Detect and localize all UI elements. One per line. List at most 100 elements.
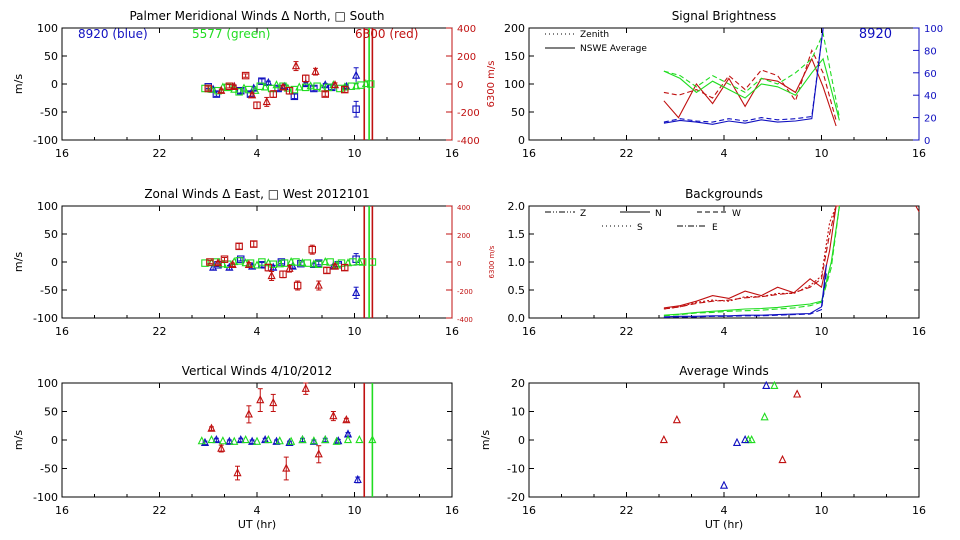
zonal-winds-point (352, 287, 361, 296)
average-winds-title: Average Winds (679, 364, 769, 378)
signal-brightness-right-tick-label: 80 (924, 46, 937, 57)
palmer-meridional-point (278, 82, 288, 91)
palmer-meridional-point (239, 83, 249, 92)
average-winds-x-tick-label: 16 (522, 504, 536, 517)
vertical-winds-y-tick-label: 100 (37, 377, 58, 390)
palmer-meridional-y-tick-label: 0 (51, 78, 58, 91)
backgrounds-legend-label: E (712, 223, 718, 233)
palmer-meridional-y-tick-label: -100 (33, 134, 58, 147)
vertical-winds-point (241, 434, 250, 444)
palmer-meridional-right-tick-label: 0 (457, 80, 463, 91)
zonal-winds-right-tick-label: 400 (457, 204, 470, 212)
zonal-winds-point (213, 258, 223, 267)
zonal-winds-y-label: m/s (12, 252, 25, 272)
palmer-meridional-point (340, 85, 349, 94)
zonal-winds-point (355, 256, 364, 266)
palmer-meridional-point (258, 77, 266, 85)
zonal-winds-x-tick-label: 10 (348, 325, 362, 338)
zonal-winds-point (340, 263, 349, 272)
zonal-winds-point (330, 261, 340, 270)
zonal-winds-point (201, 259, 209, 267)
zonal-winds-y-tick-label: -100 (33, 312, 58, 325)
backgrounds-legend-label: S (637, 223, 643, 233)
signal-brightness-legend-label: Zenith (580, 30, 609, 40)
backgrounds-x-tick-label: 16 (912, 325, 926, 338)
backgrounds-x-tick-label: 22 (620, 325, 634, 338)
vertical-winds-point (207, 423, 216, 432)
palmer-meridional-point (253, 101, 261, 110)
vertical-winds-series-6300 (207, 382, 351, 481)
zonal-winds-point (252, 260, 262, 269)
palmer-meridional-point (352, 70, 361, 79)
zonal-winds-point (206, 258, 214, 266)
signal-brightness-series-line (663, 48, 837, 121)
backgrounds-series-line (663, 205, 837, 310)
vertical-winds-point (332, 436, 341, 445)
signal-brightness-y-tick-label: 50 (511, 106, 525, 119)
zonal-winds-right-tick-label: -200 (457, 288, 473, 296)
vertical-winds-point (236, 434, 245, 444)
average-winds-y-tick-label: -10 (507, 463, 525, 476)
vertical-winds-point (197, 436, 206, 445)
zonal-winds-series-6300 (213, 258, 340, 291)
palmer-meridional-point (301, 78, 310, 88)
palmer-meridional-right-tick-label: -200 (457, 108, 480, 119)
palmer-meridional-x-tick-label: 10 (348, 147, 362, 160)
palmer-meridional-right-tick-label: 400 (457, 24, 476, 35)
vertical-winds-point (230, 436, 239, 445)
average-winds-series-6300 (659, 389, 802, 464)
backgrounds-series-line (663, 273, 827, 318)
average-winds-point (659, 434, 668, 444)
zonal-winds-point (244, 259, 253, 268)
vertical-winds-x-tick-label: 22 (153, 504, 167, 517)
average-winds-point (747, 434, 756, 444)
signal-brightness-y-tick-label: 200 (504, 22, 525, 35)
vertical-winds-x-tick-label: 16 (445, 504, 459, 517)
signal-brightness-series-line (663, 27, 824, 125)
vertical-winds-point (200, 437, 210, 447)
vertical-winds-point (207, 434, 216, 444)
vertical-winds-point (252, 436, 262, 445)
zonal-winds-series-6300 (206, 240, 349, 291)
zonal-winds-point (287, 256, 296, 266)
palmer-meridional-title: Palmer Meridional Winds Δ North, □ South (129, 9, 384, 23)
vertical-winds-point (217, 443, 226, 452)
backgrounds-x-tick-label: 16 (522, 325, 536, 338)
average-winds-point (732, 437, 742, 447)
signal-brightness-right-tick-label: 40 (924, 91, 937, 102)
backgrounds-x-tick-label: 4 (721, 325, 728, 338)
palmer-meridional-point (330, 80, 340, 89)
palmer-meridional-series-5577 (207, 78, 370, 94)
backgrounds-legend-label: Z (580, 209, 586, 219)
zonal-winds-title: Zonal Winds Δ East, □ West 2012101 (144, 187, 369, 201)
signal-brightness-right-tick-label: 0 (924, 136, 930, 147)
average-winds-point (741, 434, 750, 444)
vertical-winds-point (353, 474, 362, 484)
average-winds-point (762, 380, 771, 390)
palmer-meridional-point (248, 90, 257, 99)
palmer-meridional-point (301, 83, 310, 92)
palmer-meridional-point (269, 90, 277, 98)
palmer-meridional-right-tick-label: -400 (457, 136, 480, 147)
zonal-winds-point (220, 255, 229, 263)
zonal-winds-point (235, 242, 243, 251)
average-winds-x-tick-label: 4 (721, 504, 728, 517)
backgrounds-y-tick-label: 0.0 (508, 312, 526, 325)
average-winds-point (770, 380, 779, 390)
zonal-winds-point (309, 259, 318, 268)
vertical-winds-point (264, 434, 273, 444)
palmer-meridional-x-tick-label: 4 (254, 147, 261, 160)
vertical-winds-point (285, 437, 294, 447)
vertical-winds-point (282, 463, 291, 472)
backgrounds-legend-label: W (732, 209, 741, 219)
average-winds-y-tick-label: 20 (511, 377, 525, 390)
zonal-winds-x-tick-label: 16 (55, 325, 69, 338)
vertical-winds-point (233, 468, 242, 477)
palmer-meridional-y-tick-label: -50 (40, 106, 58, 119)
vertical-winds-y-tick-label: -100 (33, 491, 58, 504)
signal-brightness-series-line (663, 57, 840, 121)
vertical-winds-point (275, 436, 284, 445)
palmer-meridional-right-tick-label: 200 (457, 52, 476, 63)
vertical-winds-point (355, 434, 364, 444)
vertical-winds-point (212, 434, 221, 444)
